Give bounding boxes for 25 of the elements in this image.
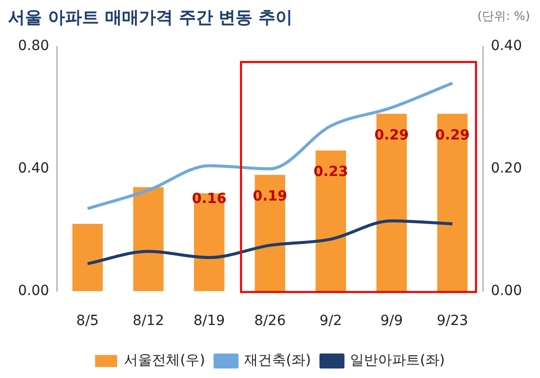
bar — [316, 150, 346, 292]
legend-label: 재건축(좌) — [244, 352, 311, 369]
bar — [133, 187, 164, 292]
y-tick-label: 0.40 — [18, 160, 50, 176]
x-tick-label: 8/19 — [193, 313, 225, 330]
bar — [72, 224, 103, 292]
bar — [376, 114, 407, 292]
legend-label: 서울전체(우) — [124, 352, 206, 369]
x-tick-label: 9/9 — [380, 313, 403, 330]
x-tick-label: 9/23 — [436, 313, 468, 330]
y-tick-label: 0.80 — [18, 38, 50, 54]
y2-tick-label: 0.40 — [490, 38, 522, 54]
line-series — [86, 219, 454, 266]
legend-label: 일반아파트(좌) — [350, 352, 445, 369]
y2-tick-label: 0.00 — [490, 282, 522, 299]
bar — [254, 174, 286, 292]
x-tick-label: 8/12 — [132, 313, 164, 330]
bar — [437, 114, 468, 292]
text: (단위: %) — [477, 8, 530, 25]
y2-tick-label: 0.20 — [490, 160, 522, 176]
x-tick-label: 8/5 — [76, 313, 99, 330]
y-tick-label: 0.00 — [18, 282, 50, 299]
chart-title: 서울 아파트 매매가격 주간 변동 추이 — [8, 7, 293, 29]
x-tick-label: 8/26 — [254, 313, 286, 330]
x-tick-label: 9/2 — [320, 313, 342, 330]
